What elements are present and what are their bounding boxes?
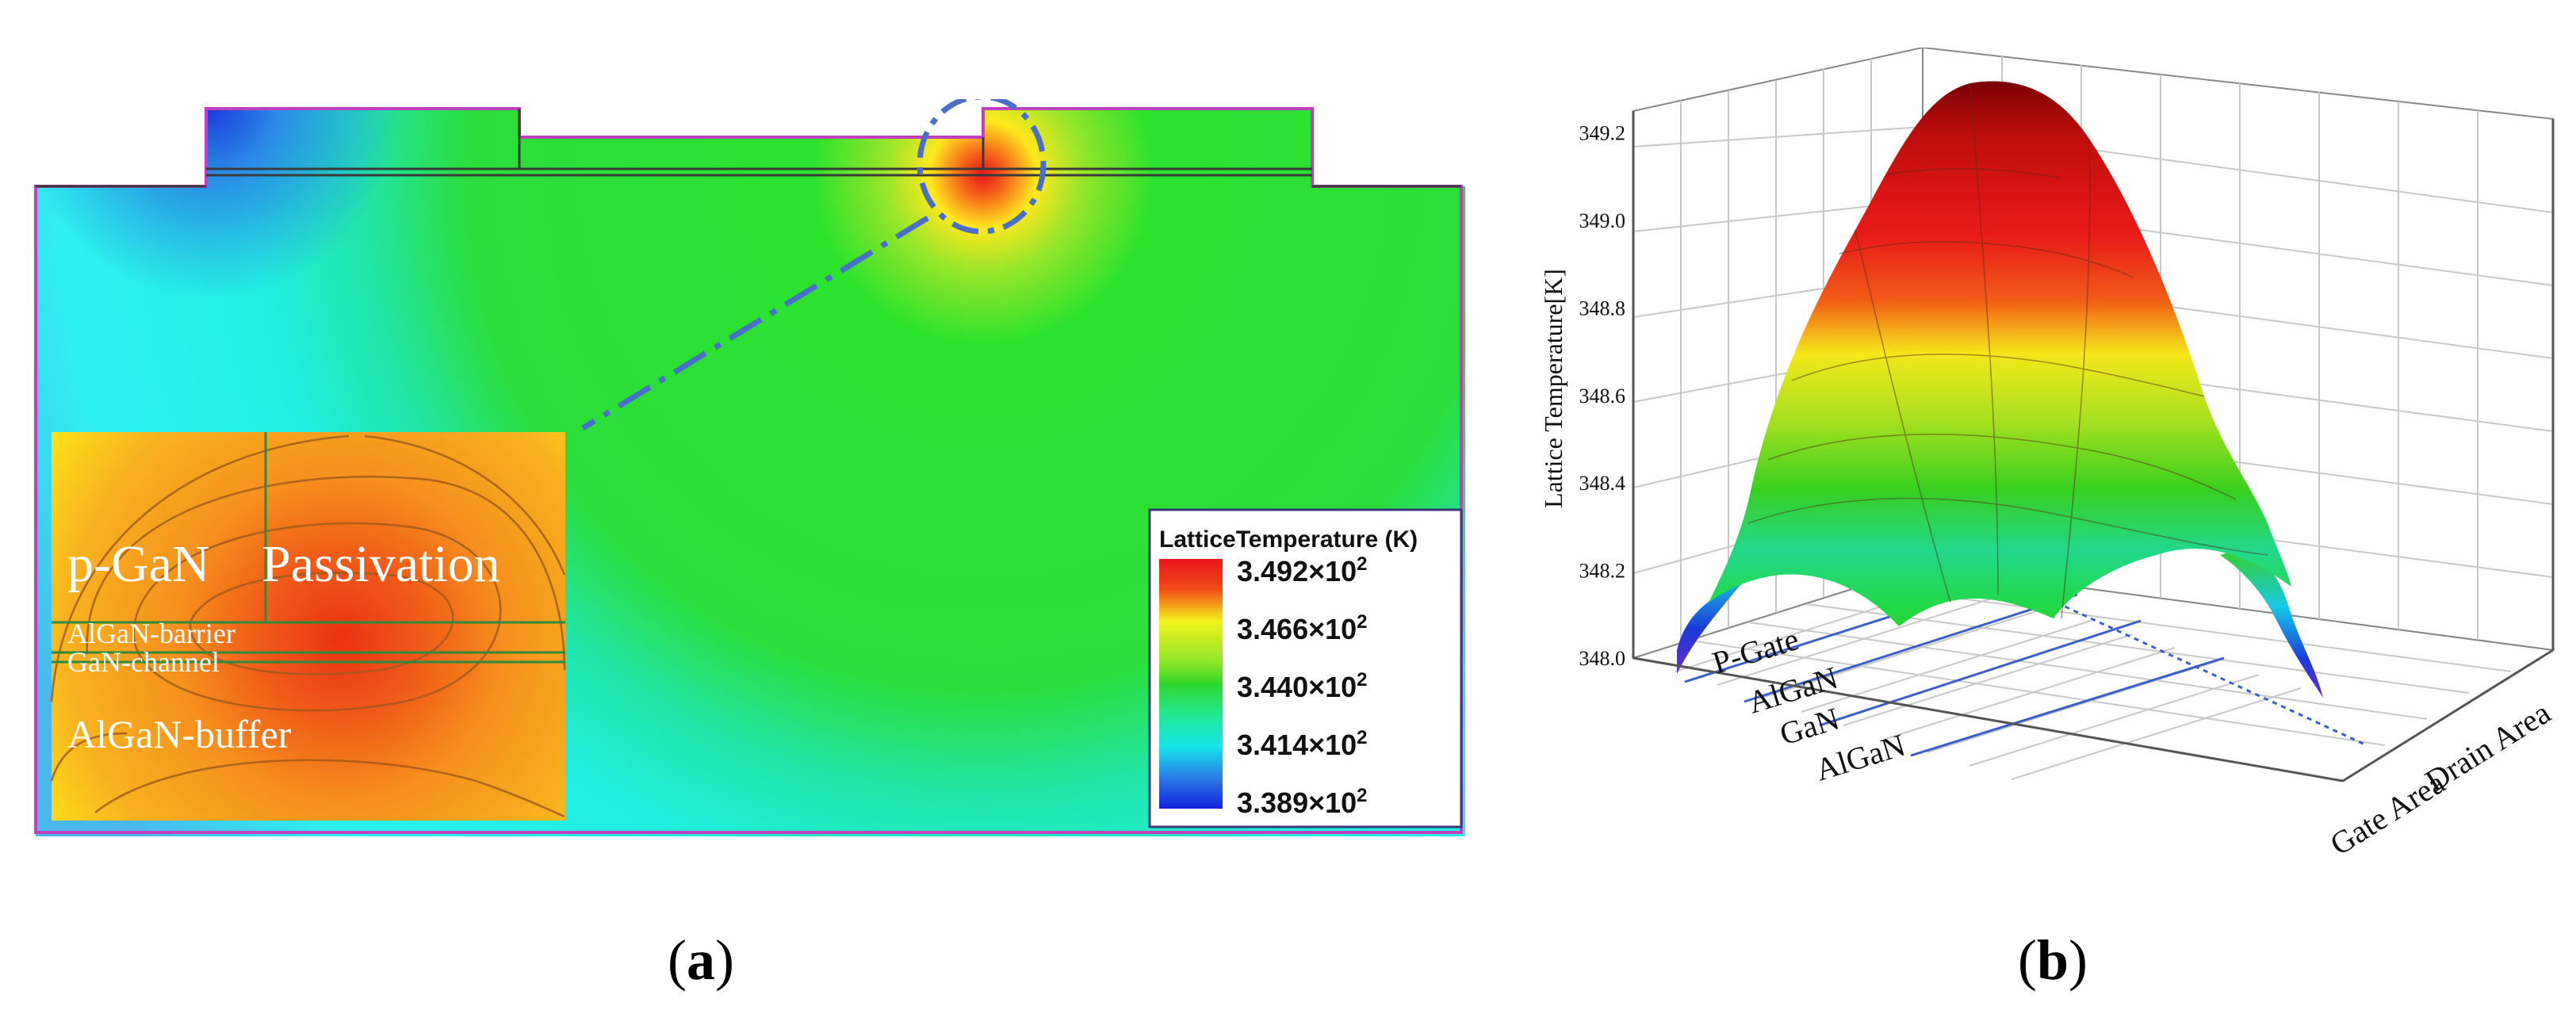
plot-axes [1632,111,2555,783]
inset-zoom: p-GaN Passivation AlGaN-barrier GaN-chan… [50,432,566,821]
temperature-legend: LatticeTemperature (K) 3.492×102 3.466×10… [1148,508,1463,828]
inset-label-buffer: AlGaN-buffer [67,712,292,756]
inset-label-pgan: p-GaN [67,535,210,593]
panel-label-b: (b) [2018,928,2088,992]
z-tick-label-5: 349.0 [1579,209,1626,232]
inset-label-channel: GaN-channel [67,646,220,678]
legend-value-0: 3.492×102 [1237,553,1368,587]
inset-label-passivation: Passivation [262,535,500,593]
z-tick-label-3: 348.6 [1579,385,1626,408]
z-tick-label-6: 349.2 [1579,122,1626,145]
panel-b-3d-surface-plot: 348.0 348.2 348.4 348.6 348.8 349.0 349.2 Latt… [1506,46,2561,904]
legend-value-1: 3.466×102 [1237,611,1368,645]
legend-value-4: 3.389×102 [1237,785,1368,819]
panel-label-a: (a) [668,928,734,992]
z-axis-label: Lattice Temperature[K] [1539,269,1567,508]
zoom-connector-line [581,216,929,430]
temperature-surface [1677,81,2323,698]
legend-value-2: 3.440×102 [1237,669,1368,703]
legend-title: LatticeTemperature (K) [1159,526,1418,553]
inset-label-barrier: AlGaN-barrier [67,618,235,649]
z-tick-label-0: 348.0 [1579,647,1626,670]
z-tick-label-4: 348.8 [1579,297,1626,320]
panel-a-device-thermal-map: p-GaN Passivation AlGaN-barrier GaN-chan… [32,94,1465,836]
z-tick-label-1: 348.2 [1579,560,1626,583]
z-tick-label-2: 348.4 [1579,472,1626,495]
legend-colorbar [1159,559,1223,809]
legend-value-3: 3.414×102 [1237,727,1368,761]
